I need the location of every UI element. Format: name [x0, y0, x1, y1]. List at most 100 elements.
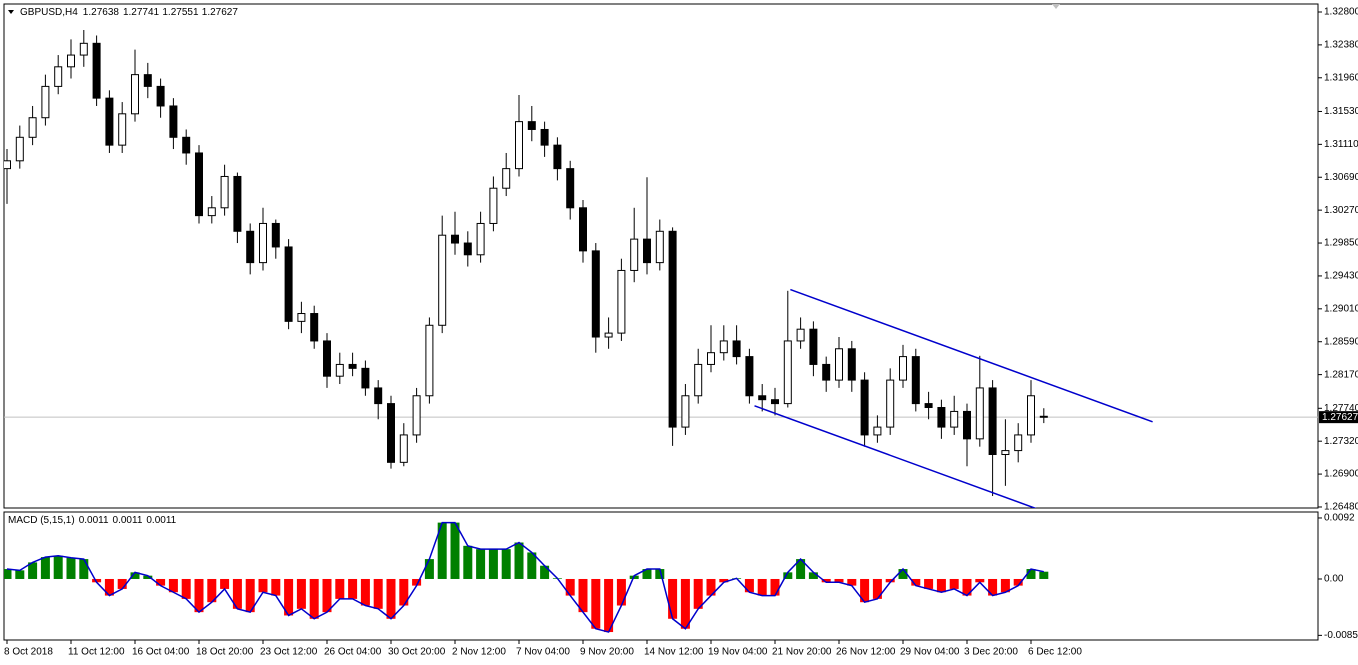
chart-header: GBPUSD,H4 1.27638 1.27741 1.27551 1.27627	[20, 7, 238, 18]
candle-body	[207, 207, 216, 217]
x-tick-label: 21 Nov 20:00	[772, 647, 832, 658]
macd-y-tick-label: 0.0092	[1324, 513, 1355, 524]
macd-bar	[655, 569, 665, 579]
macd-bar	[885, 578, 895, 583]
candle-body	[451, 234, 459, 244]
candle-body	[988, 387, 997, 456]
x-tick-label: 26 Nov 12:00	[836, 647, 896, 658]
macd-bar	[181, 578, 191, 599]
candle-body	[835, 348, 843, 381]
candle-body	[348, 363, 357, 369]
macd-bar	[296, 578, 306, 609]
candle-body	[540, 128, 549, 146]
candle-body	[719, 340, 728, 354]
symbol: GBPUSD,H4	[20, 7, 78, 18]
macd-bar	[66, 557, 76, 579]
candle-body	[591, 250, 600, 338]
macd-bar	[975, 578, 985, 583]
macd-bar	[232, 578, 242, 609]
macd-y-tick-label: -0.0085	[1324, 630, 1358, 641]
candle-body	[41, 85, 50, 119]
candle-body	[361, 367, 370, 389]
candle-body	[681, 395, 690, 428]
macd-line	[6, 521, 1044, 633]
candle-body	[630, 238, 639, 271]
macd-bar	[424, 559, 434, 579]
macd-bar	[911, 578, 921, 586]
shift-marker	[1052, 4, 1060, 9]
macd-area	[4, 521, 1049, 633]
candle-body	[553, 144, 562, 170]
y-tick-label: 1.31960	[1324, 72, 1358, 83]
x-tick-label: 16 Oct 04:00	[132, 647, 190, 658]
macd-name: MACD (5,15,1)	[8, 515, 75, 526]
candle-body	[707, 352, 715, 365]
y-tick-label: 1.27740	[1324, 403, 1358, 414]
macd-bar	[40, 557, 50, 579]
macd-bar	[578, 578, 588, 613]
macd-bar	[693, 578, 703, 609]
x-tick-label: 29 Nov 04:00	[900, 647, 960, 658]
y-tick-label: 1.30270	[1324, 205, 1358, 216]
x-tick-label: 11 Oct 12:00	[68, 647, 125, 658]
candle-body	[335, 363, 344, 377]
y-tick-label: 1.26900	[1324, 469, 1358, 480]
candle-body	[118, 113, 127, 146]
macd-bar	[245, 578, 255, 613]
current-price-label: 1.27627	[1322, 412, 1358, 423]
macd-bar	[194, 578, 204, 613]
x-tick-label: 7 Nov 04:00	[516, 647, 570, 658]
candle-body	[796, 328, 805, 342]
macd-bar	[616, 578, 626, 606]
macd-bar	[104, 578, 114, 596]
candle-body	[668, 230, 677, 428]
macd-bar	[924, 578, 934, 589]
macd-bar	[399, 578, 409, 606]
macd-bar	[668, 578, 678, 619]
x-tick-label: 6 Dec 12:00	[1028, 647, 1082, 658]
candle-body	[399, 434, 408, 463]
macd-bar	[860, 578, 870, 603]
y-tick-label: 1.28170	[1324, 369, 1358, 380]
y-tick-label: 1.28590	[1324, 336, 1358, 347]
macd-bar	[1000, 578, 1010, 593]
macd-bar	[1013, 578, 1023, 586]
x-tick-label: 3 Dec 20:00	[964, 647, 1018, 658]
macd-bar	[143, 575, 153, 579]
candle-body	[783, 340, 792, 405]
macd-bar	[770, 578, 780, 596]
candle-body	[271, 222, 280, 248]
candle-body	[387, 403, 395, 463]
candle-body	[131, 74, 139, 115]
macd-bar	[783, 572, 793, 579]
macd-bar	[604, 578, 614, 633]
macd-bar	[514, 542, 524, 579]
candle-body	[195, 152, 203, 217]
candle-body	[899, 356, 907, 381]
macd-bar	[642, 569, 652, 579]
menu-arrow[interactable]	[8, 10, 14, 14]
macd-bar	[527, 552, 537, 579]
macd-bar	[348, 578, 358, 599]
macd-bar	[53, 555, 63, 579]
candle-body	[79, 42, 88, 56]
macd-bar	[796, 559, 806, 579]
y-tick-label: 1.29850	[1324, 238, 1358, 249]
macd-bar	[463, 545, 473, 579]
macd-bar	[988, 578, 998, 596]
candle-body	[259, 222, 267, 264]
candle-body	[438, 234, 447, 326]
candle-body	[847, 348, 856, 381]
candle-body	[515, 121, 523, 170]
candle-body	[911, 356, 920, 405]
macd-bar	[680, 578, 690, 629]
macd-bar	[540, 565, 550, 579]
candle-body	[156, 85, 165, 107]
candle-body	[604, 332, 613, 338]
candle-body	[182, 136, 191, 154]
macd-bar	[1026, 569, 1036, 579]
macd-bar	[258, 578, 268, 593]
macd-bar	[207, 578, 217, 603]
macd-bar	[872, 578, 882, 599]
